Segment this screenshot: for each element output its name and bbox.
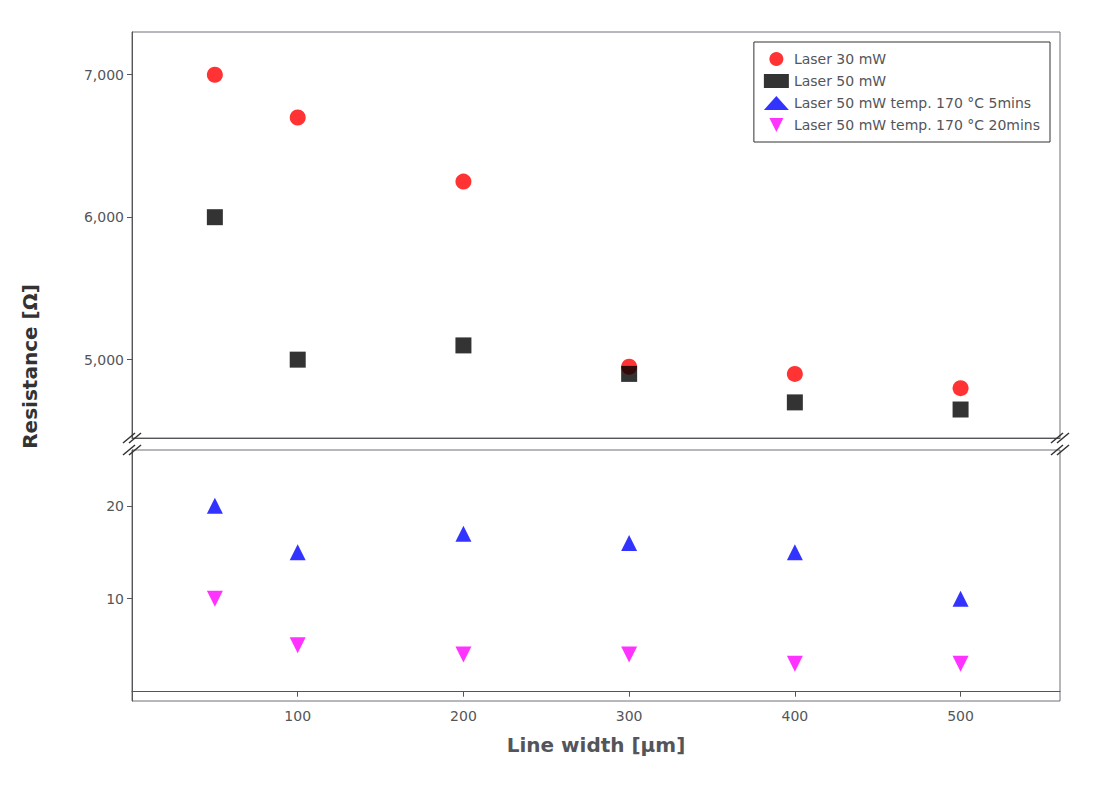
svg-text:Resistance [Ω]: Resistance [Ω] [18,284,42,449]
svg-text:Laser 30 mW: Laser 30 mW [794,51,886,67]
svg-text:300: 300 [616,708,643,724]
svg-text:Laser 50 mW temp. 170 °C 20min: Laser 50 mW temp. 170 °C 20mins [794,117,1040,133]
svg-text:200: 200 [450,708,477,724]
svg-text:7,000: 7,000 [84,67,124,83]
svg-text:6,000: 6,000 [84,209,124,225]
svg-text:Line width [μm]: Line width [μm] [507,733,686,757]
svg-text:5,000: 5,000 [84,352,124,368]
svg-text:Laser 50 mW: Laser 50 mW [794,73,886,89]
svg-text:400: 400 [781,708,808,724]
svg-text:Laser 50 mW temp. 170 °C 5mins: Laser 50 mW temp. 170 °C 5mins [794,95,1031,111]
svg-text:10: 10 [106,591,124,607]
svg-text:500: 500 [947,708,974,724]
svg-text:20: 20 [106,498,124,514]
svg-text:100: 100 [284,708,311,724]
